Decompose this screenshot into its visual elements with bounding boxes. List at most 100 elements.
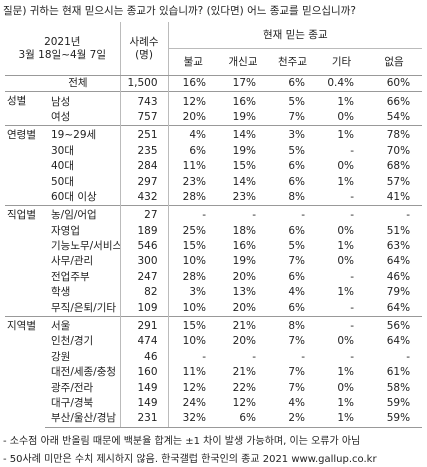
- data-row: 대전/세종/충청 160 11% 21% 7% 1% 61%: [5, 365, 422, 381]
- value-cell: 10%: [167, 300, 219, 317]
- value-cell: 20%: [232, 335, 257, 348]
- value-cell: 0%: [337, 160, 355, 173]
- sample-count: 251: [119, 125, 169, 144]
- sample-header: 사례수 (명): [119, 22, 169, 76]
- data-row: 연령별 19~29세 251 4% 14% 3% 1% 78%: [5, 125, 423, 206]
- value-cell: 19%: [232, 144, 257, 157]
- footnote: - 50사례 미만은 수치 제시하지 않음. 한국갤럽 한국인의 종교 2021…: [3, 454, 377, 465]
- value-cell: -: [218, 205, 269, 224]
- row-label: 대전/세종/충청: [51, 366, 117, 379]
- value-cell: 4%: [288, 397, 306, 409]
- value-cell: 0%: [337, 255, 355, 268]
- sample-count: 300: [119, 254, 169, 270]
- value-cell: 0%: [337, 335, 355, 348]
- value-cell: 15%: [167, 315, 219, 335]
- period-cell: 2021년 3월 18일~4월 7일: [5, 22, 121, 76]
- row-label: 강원: [51, 350, 71, 363]
- value-cell: 0%: [337, 224, 355, 237]
- row-label: 여성: [51, 110, 71, 123]
- period-year: 2021년: [44, 35, 81, 48]
- value-cell: 1%: [317, 125, 367, 144]
- value-cell: 16%: [232, 240, 257, 253]
- value-cell: 15%: [167, 238, 219, 255]
- value-cell: 64%: [386, 335, 411, 348]
- value-cell: 28%: [167, 269, 219, 286]
- value-cell: -: [268, 205, 318, 224]
- data-row: 60대 이상 432 28% 23% 8% - 41%: [5, 189, 422, 206]
- sample-count: 474: [119, 334, 169, 350]
- value-cell: 1%: [317, 411, 367, 428]
- row-label: 남성: [45, 91, 121, 110]
- value-cell: 19%: [232, 255, 257, 268]
- value-cell: 56%: [366, 315, 423, 335]
- value-cell: 20%: [232, 270, 257, 283]
- value-cell: 21%: [218, 315, 269, 335]
- row-label: 기능노무/서비스: [51, 240, 121, 253]
- value-cell: 60%: [386, 77, 411, 90]
- data-row: 50대 297 23% 14% 6% 1% 57%: [5, 174, 422, 190]
- value-cell: 14%: [218, 125, 269, 144]
- row-label: 인천/경기: [51, 335, 94, 348]
- row-label: 광주/전라: [51, 381, 94, 394]
- value-cell: 2%: [268, 411, 318, 428]
- value-cell: -: [317, 315, 367, 335]
- value-cell: 59%: [386, 397, 411, 409]
- value-cell: 41%: [386, 190, 411, 203]
- value-cell: 7%: [288, 381, 306, 394]
- value-cell: 3%: [268, 125, 318, 144]
- sample-count: 297: [119, 174, 169, 190]
- sample-count: 231: [119, 411, 169, 428]
- value-cell: 20%: [232, 301, 257, 314]
- row-label: 자영업: [51, 224, 80, 237]
- value-cell: 1%: [337, 366, 355, 379]
- value-cell: -: [317, 205, 367, 224]
- data-row: 부산/울산/경남 231 32% 6% 2% 1% 59%: [5, 411, 423, 428]
- value-cell: 4%: [167, 125, 219, 144]
- value-cell: -: [252, 350, 257, 363]
- value-cell: -: [350, 350, 355, 363]
- value-cell: 22%: [232, 381, 257, 394]
- value-cell: 64%: [386, 301, 411, 314]
- value-cell: 7%: [288, 110, 306, 123]
- data-row: 직업별 농/임/어업 27- - - - -: [5, 205, 423, 317]
- value-cell: 20%: [167, 109, 219, 126]
- value-cell: 5%: [268, 91, 318, 110]
- value-cell: 10%: [167, 254, 219, 270]
- value-cell: 7%: [288, 255, 306, 268]
- value-cell: 6%: [288, 270, 306, 283]
- value-cell: -: [406, 350, 411, 363]
- value-cell: 6%: [288, 175, 306, 188]
- row-label: 전체: [68, 77, 88, 90]
- value-cell: 24%: [167, 395, 219, 412]
- data-row: 40대 284 11% 15% 6% 0% 68%: [5, 158, 422, 175]
- value-cell: 1%: [337, 240, 355, 253]
- group-label: 연령별: [5, 125, 45, 206]
- value-cell: 3%: [167, 285, 219, 301]
- value-cell: 32%: [167, 411, 219, 428]
- value-cell: 12%: [167, 380, 219, 396]
- data-row: 광주/전라 149 12% 22% 7% 0% 58%: [5, 380, 422, 396]
- value-cell: 6%: [288, 160, 306, 173]
- data-row: 사무/관리 300 10% 19% 7% 0% 64%: [5, 254, 422, 270]
- sample-count: 432: [119, 189, 169, 206]
- value-cell: -: [350, 270, 355, 283]
- data-row: 학생 82 3% 13% 4% 1% 79%: [5, 285, 422, 301]
- value-cell: 23%: [167, 174, 219, 190]
- row-label: 무직/은퇴/기타: [51, 301, 117, 314]
- value-cell: 6%: [167, 143, 219, 159]
- value-cell: 23%: [232, 190, 257, 203]
- row-label: 60대 이상: [51, 190, 97, 203]
- value-cell: 4%: [288, 286, 306, 299]
- value-cell: 1%: [337, 397, 355, 409]
- value-cell: 57%: [386, 175, 411, 188]
- sample-count: 82: [119, 285, 169, 301]
- value-cell: 14%: [232, 175, 257, 188]
- table-body: 2021년 3월 18일~4월 7일 사례수 (명) 현재 믿는 종교 불교 개신교 천…: [5, 22, 423, 428]
- value-cell: 18%: [232, 224, 257, 237]
- value-cell: 6%: [288, 224, 306, 237]
- value-cell: 0%: [337, 381, 355, 394]
- data-row: 성별 남성 743 12% 16% 5% 1% 66%: [5, 91, 423, 126]
- sample-count: 757: [119, 109, 169, 126]
- value-cell: 16%: [218, 91, 269, 110]
